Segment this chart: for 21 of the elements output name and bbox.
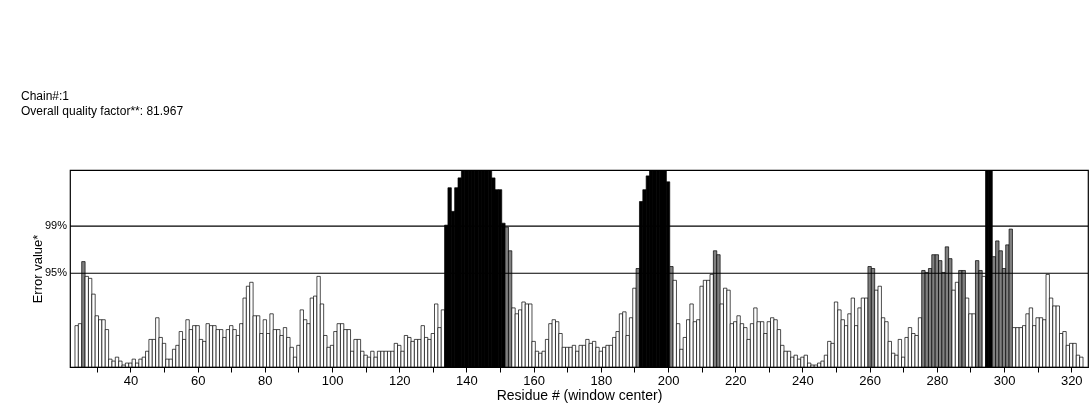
- x-axis-title: Residue # (window center): [496, 386, 663, 403]
- x-tick-label: 80: [258, 372, 273, 388]
- x-tick-label: 140: [456, 372, 478, 388]
- text: 95%: [44, 266, 68, 279]
- x-tick-label: 160: [523, 372, 545, 388]
- chart-subtitle: Overall quality factor**: 81.967: [21, 104, 184, 118]
- x-tick-label: 240: [792, 372, 814, 388]
- y-axis-title: Error value*: [29, 234, 45, 304]
- x-tick-label: 120: [388, 372, 411, 388]
- x-tick-label: 280: [926, 372, 949, 388]
- x-tick-label: 320: [1060, 372, 1083, 388]
- x-tick-label: 220: [724, 372, 747, 388]
- text: 99%: [44, 219, 68, 232]
- x-tick-label: 100: [321, 372, 344, 388]
- chart-title: Chain#:1: [21, 89, 70, 103]
- x-tick-label: 300: [993, 372, 1016, 388]
- x-tick-label: 260: [859, 372, 881, 388]
- x-tick-label: 60: [190, 372, 206, 388]
- x-tick-label: 180: [590, 372, 613, 388]
- x-tick-label: 200: [657, 372, 680, 388]
- x-tick-label: 40: [123, 372, 139, 388]
